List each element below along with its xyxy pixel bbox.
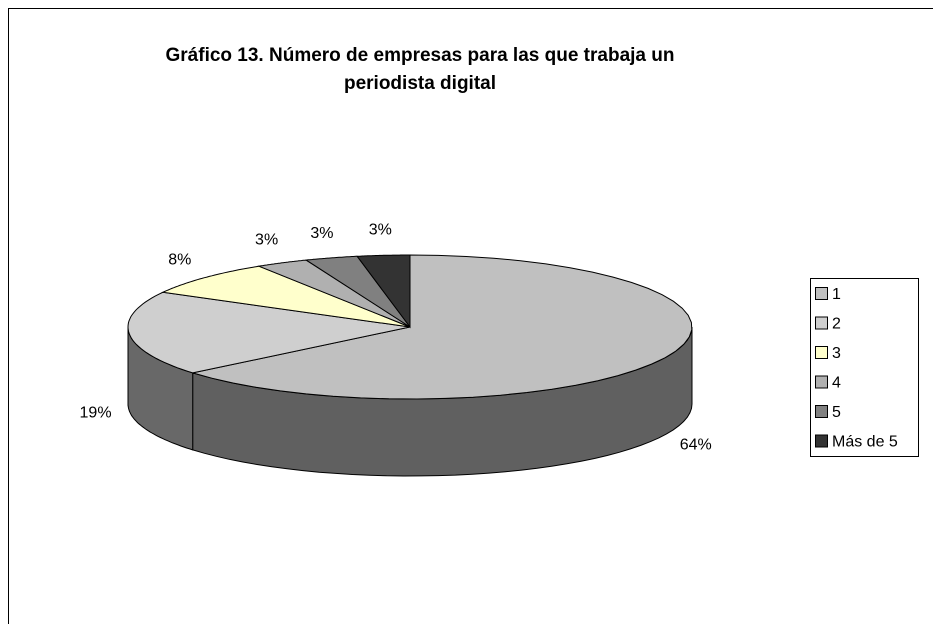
pie-slice bbox=[356, 254, 411, 329]
data-label: 3% bbox=[369, 221, 392, 238]
pie-slice bbox=[192, 254, 693, 400]
data-label: 8% bbox=[168, 252, 191, 269]
pie-slice bbox=[304, 255, 411, 328]
legend-label: 2 bbox=[832, 316, 841, 333]
legend-label: Más de 5 bbox=[832, 434, 898, 451]
legend-box bbox=[810, 278, 919, 457]
legend-label: 5 bbox=[832, 404, 841, 421]
legend-swatch bbox=[815, 316, 828, 330]
legend-swatch bbox=[815, 375, 828, 389]
pie-slice bbox=[257, 259, 411, 328]
legend-label: 4 bbox=[832, 375, 841, 392]
legend-label: 1 bbox=[832, 286, 841, 303]
pie-slice bbox=[127, 291, 411, 374]
data-label: 19% bbox=[80, 404, 112, 421]
legend-swatch bbox=[815, 405, 828, 418]
legend-swatch bbox=[815, 287, 828, 300]
legend-swatch bbox=[815, 434, 828, 448]
pie-slice bbox=[161, 265, 411, 328]
legend-swatch bbox=[815, 346, 828, 359]
data-label: 64% bbox=[680, 437, 712, 454]
legend-label: 3 bbox=[832, 345, 841, 362]
data-label: 3% bbox=[255, 232, 278, 249]
chart-border bbox=[8, 8, 933, 624]
chart-title: Gráfico 13. Número de empresas para las … bbox=[165, 45, 675, 94]
data-label: 3% bbox=[310, 225, 333, 242]
